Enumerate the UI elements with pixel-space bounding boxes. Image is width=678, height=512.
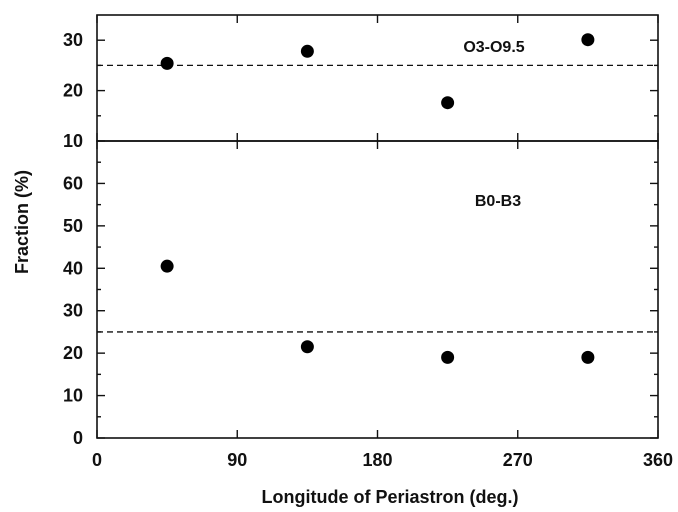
data-point-top (300, 44, 314, 58)
y-tick-label-top: 20 (63, 81, 83, 101)
y-tick-label-bottom: 0 (73, 428, 83, 448)
x-axis-title: Longitude of Periastron (deg.) (262, 487, 519, 507)
panel-label-top: O3-O9.5 (463, 39, 524, 56)
plot-frame-bottom (96, 140, 659, 439)
x-tick-label: 180 (362, 450, 392, 470)
panel-label-bottom: B0-B3 (475, 193, 521, 210)
y-tick-label-bottom: 40 (63, 258, 83, 278)
x-tick-label: 90 (227, 450, 247, 470)
y-tick-label-top: 30 (63, 30, 83, 50)
data-point-bottom (581, 350, 595, 364)
panel-b0-b3: 0 10 20 30 40 50 60 B0-B3 (63, 140, 659, 448)
data-point-bottom (160, 259, 174, 273)
x-tick-label: 270 (503, 450, 533, 470)
y-tick-label-bottom: 30 (63, 301, 83, 321)
data-point-bottom (300, 340, 314, 354)
plot-frame-top (96, 14, 659, 142)
y-tick-label-bottom: 60 (63, 173, 83, 193)
x-tick-label: 360 (643, 450, 673, 470)
y-tick-label-bottom: 10 (63, 386, 83, 406)
data-point-bottom (441, 350, 455, 364)
data-point-top (581, 33, 595, 47)
x-tick-label: 0 (92, 450, 102, 470)
panel-o3-o9-5: 10 20 30 O3-O9.5 (63, 14, 659, 151)
data-point-top (441, 96, 455, 110)
y-axis-title: Fraction (%) (12, 170, 32, 274)
shared-x-axis: 0 90 180 270 360 (92, 450, 673, 470)
data-point-top (160, 56, 174, 70)
y-tick-label-bottom: 50 (63, 216, 83, 236)
y-tick-label-bottom: 20 (63, 343, 83, 363)
y-tick-label-top: 10 (63, 131, 83, 151)
